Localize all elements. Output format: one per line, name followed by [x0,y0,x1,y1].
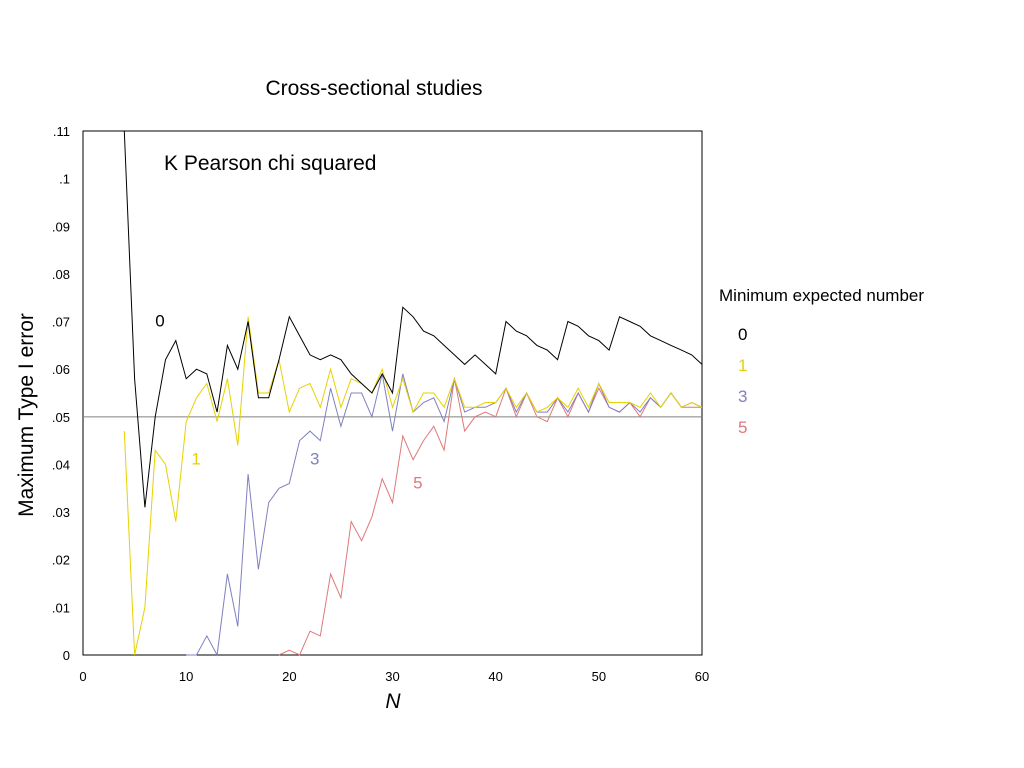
x-tick-label: 20 [282,669,296,684]
y-tick-label: .11 [53,124,70,139]
plot-area: 0 1 3 5 [82,130,703,657]
y-tick-label: .07 [52,315,70,330]
x-tick-label: 10 [179,669,193,684]
legend: Minimum expected number 0 1 3 5 [719,286,924,437]
y-tick-label: .1 [59,172,70,187]
y-tick-label: .09 [52,219,70,234]
legend-entry-0: 0 [738,325,747,344]
x-axis-label: N [385,690,401,713]
y-tick-label: 0 [63,648,70,663]
x-axis-ticks: 0 10 20 30 40 50 60 [79,669,709,684]
legend-title: Minimum expected number [719,286,924,305]
y-tick-label: .02 [52,553,70,568]
series-labels: 0 1 3 5 [155,311,422,492]
y-tick-label: .01 [52,600,70,615]
y-tick-label: .06 [52,362,70,377]
series-line-5 [278,378,702,656]
legend-entry-1: 1 [738,356,747,375]
legend-entry-5: 5 [738,418,747,437]
x-tick-label: 60 [695,669,709,684]
series-label-5: 5 [413,473,422,492]
y-tick-label: .03 [52,505,70,520]
y-tick-label: .04 [52,457,70,472]
series-line-3 [186,373,703,657]
series-line-1 [123,316,703,656]
series-layer [123,130,703,657]
x-tick-label: 40 [488,669,502,684]
y-tick-label: .05 [52,410,70,425]
x-tick-label: 50 [592,669,606,684]
x-tick-label: 30 [385,669,399,684]
y-axis-label: Maximum Type I error [15,313,38,517]
chart-title: Cross-sectional studies [265,77,482,100]
legend-entries: 0 1 3 5 [738,325,747,437]
y-axis-ticks: 0 .01 .02 .03 .04 .05 .06 .07 .08 .09 .1 .11 [52,124,70,663]
series-label-1: 1 [191,449,200,468]
series-line-0 [123,130,703,508]
plot-frame [82,130,703,656]
y-tick-label: .08 [52,267,70,282]
chart-annotation: K Pearson chi squared [164,152,376,175]
x-tick-label: 0 [79,669,86,684]
series-label-0: 0 [155,311,164,330]
legend-entry-3: 3 [738,387,747,406]
series-label-3: 3 [310,449,319,468]
